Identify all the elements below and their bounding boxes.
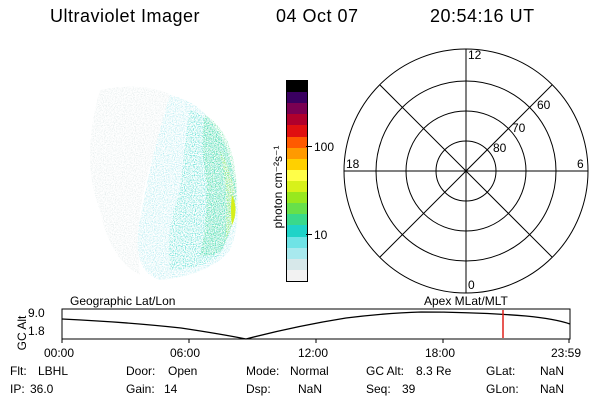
color-bar-band [287, 258, 307, 270]
polar-diagonal-2 [379, 84, 553, 258]
color-bar-band [287, 103, 307, 115]
tick-mark-100 [306, 146, 312, 147]
colorbar-unit-label: photon cm⁻²s⁻¹ [271, 145, 285, 229]
timeline-right-title: Apex MLat/MLT [424, 294, 508, 308]
color-bar-band [287, 225, 307, 237]
info-gcalt-label: GC Alt: [366, 364, 405, 378]
color-bar-band [287, 181, 307, 193]
color-bar-band [287, 214, 307, 226]
info-gain-value: 14 [164, 382, 178, 396]
auroral-image [90, 86, 238, 280]
info-gcalt-value: 8.3 Re [416, 364, 452, 378]
colorbar-tick-100: 100 [314, 140, 335, 154]
observation-date: 04 Oct 07 [276, 6, 359, 26]
color-bar-band [287, 158, 307, 170]
color-bar-band [287, 203, 307, 215]
info-door-label: Door: [126, 364, 156, 378]
polar-label-left: 18 [346, 157, 360, 171]
timeline-x-tick-2359: 23:59 [551, 346, 582, 360]
color-bar-band [287, 136, 307, 148]
info-mode-value: Normal [290, 364, 329, 378]
color-bar-band [287, 236, 307, 248]
info-flt-value: LBHL [38, 364, 69, 378]
color-bar [286, 80, 308, 282]
polar-plot [343, 48, 589, 294]
info-seq-label: Seq: [366, 382, 391, 396]
timeline-left-title: Geographic Lat/Lon [70, 294, 176, 308]
timeline-y-tick-bottom: 1.8 [28, 324, 45, 338]
info-door-value: Open [168, 364, 198, 378]
info-dsp-label: Dsp: [246, 382, 271, 396]
color-bar-band [287, 147, 307, 159]
color-bar-band [287, 247, 307, 259]
color-bar-band [287, 192, 307, 204]
timeline-x-tick-0600: 06:00 [170, 346, 201, 360]
info-gain-label: Gain: [126, 382, 155, 396]
timeline-x-tick-0000: 00:00 [44, 346, 75, 360]
tick-mark-10 [306, 234, 312, 235]
altitude-curve [61, 311, 571, 340]
polar-label-bottom: 0 [468, 278, 475, 292]
color-bar-band [287, 114, 307, 126]
observation-time: 20:54:16 UT [430, 6, 535, 26]
polar-ring-label-70: 70 [512, 121, 526, 135]
info-dsp-value: NaN [298, 382, 323, 396]
info-flt-label: Flt: [10, 364, 27, 378]
color-bar-band [287, 269, 307, 281]
info-seq-value: 39 [402, 382, 416, 396]
color-bar-band [287, 169, 307, 182]
colorbar-tick-10: 10 [314, 228, 328, 242]
color-bar-band [287, 81, 307, 93]
color-bar-band [287, 92, 307, 104]
info-ip-value: 36.0 [30, 382, 54, 396]
instrument-title: Ultraviolet Imager [50, 6, 201, 26]
polar-label-top: 12 [468, 48, 482, 62]
color-bar-band [287, 125, 307, 137]
info-glon-label: GLon: [486, 382, 519, 396]
info-mode-label: Mode: [246, 364, 280, 378]
polar-ring-label-60: 60 [537, 98, 551, 112]
info-glat-label: GLat: [486, 364, 516, 378]
timeline-y-title: GC Alt [15, 315, 29, 351]
polar-ring-label-80: 80 [493, 141, 507, 155]
timeline-y-tick-top: 9.0 [28, 306, 45, 320]
info-glat-value: NaN [540, 364, 565, 378]
info-ip-label: IP: [10, 382, 25, 396]
polar-label-right: 6 [577, 157, 584, 171]
timeline-x-tick-1800: 18:00 [425, 346, 456, 360]
timeline-plot [61, 308, 571, 343]
timeline-x-tick-1200: 12:00 [298, 346, 329, 360]
info-glon-value: NaN [540, 382, 565, 396]
